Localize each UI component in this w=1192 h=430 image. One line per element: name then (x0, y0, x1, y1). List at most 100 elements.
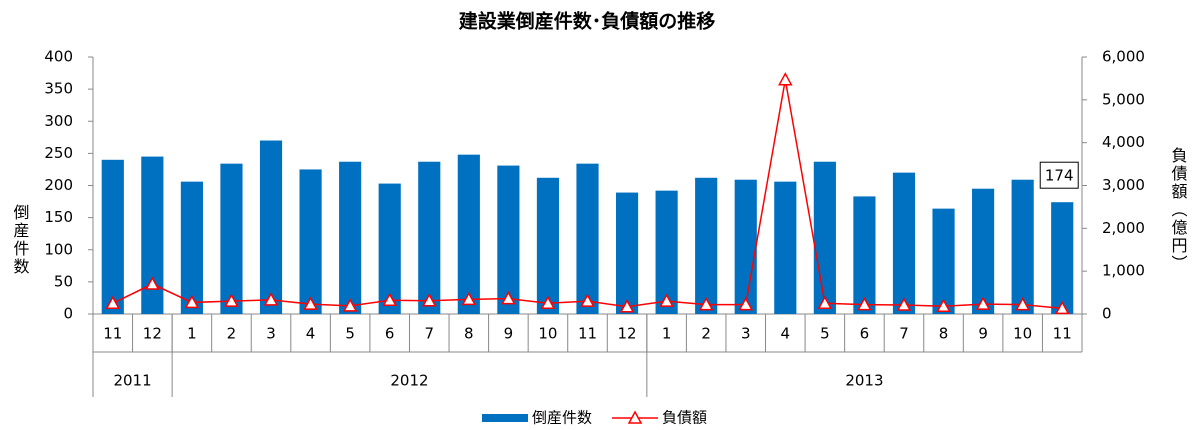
legend-label: 倒産件数 (532, 409, 592, 427)
bar (180, 181, 203, 314)
y-axis-label: 倒産件数 (11, 204, 30, 276)
x-tick-label: 9 (504, 325, 514, 343)
legend-marker (627, 410, 643, 424)
bar (457, 154, 480, 314)
line-marker (184, 294, 200, 309)
x-tick-label: 6 (860, 325, 870, 343)
bar (655, 190, 678, 314)
x-tick-label: 6 (385, 325, 395, 343)
y-tick-label: 150 (44, 208, 73, 226)
bar (932, 208, 955, 314)
x-tick-label: 12 (143, 325, 162, 343)
y2-tick-label: 3,000 (1102, 176, 1145, 194)
line-marker (936, 298, 951, 313)
bar (259, 140, 283, 314)
y-tick-label: 300 (44, 112, 73, 130)
y-tick-label: 0 (63, 305, 73, 323)
line-marker (145, 276, 160, 290)
bar (774, 181, 797, 314)
line-marker (382, 292, 397, 307)
y-tick-label: 100 (44, 240, 73, 258)
line-marker (540, 295, 556, 310)
bar (892, 172, 916, 314)
bar (1051, 202, 1074, 314)
x-tick-label: 10 (1013, 325, 1032, 343)
line-marker (105, 295, 121, 310)
x-tick-label: 5 (345, 325, 355, 343)
bar (695, 177, 718, 314)
bar (813, 161, 836, 314)
bar (972, 188, 995, 314)
x-tick-label: 12 (618, 325, 637, 343)
x-tick-label: 2 (701, 325, 711, 343)
bar (220, 163, 243, 314)
y2-tick-label: 4,000 (1102, 133, 1145, 151)
legend-label: 負債額 (662, 409, 707, 427)
x-tick-label: 4 (306, 325, 316, 343)
line-marker (421, 293, 437, 307)
line-marker (659, 293, 674, 307)
bar (734, 179, 757, 314)
x-tick-label: 3 (741, 325, 751, 343)
y-tick-label: 50 (54, 272, 73, 290)
line-marker (698, 297, 714, 311)
bar (299, 169, 322, 314)
y2-tick-label: 5,000 (1102, 90, 1145, 108)
x-tick-label: 10 (538, 325, 557, 343)
x-tick-label: 2 (227, 325, 237, 343)
bar (101, 159, 124, 314)
line-marker (263, 292, 279, 306)
line-marker (303, 296, 318, 310)
x-tick-label: 7 (899, 325, 909, 343)
line-marker (896, 297, 912, 311)
chart-title: 建設業倒産件数･負債額の推移 (459, 10, 716, 33)
x-tick-label: 4 (781, 325, 791, 343)
bar (615, 192, 639, 314)
line-marker (738, 297, 754, 311)
x-tick-label: 1 (187, 325, 197, 343)
line-marker (975, 296, 991, 310)
y2-tick-label: 0 (1102, 305, 1112, 323)
line-marker (1015, 297, 1030, 311)
data-label-box (1039, 161, 1079, 189)
line-marker (1054, 300, 1070, 315)
line-marker (857, 297, 872, 311)
y2-tick-label: 2,000 (1102, 219, 1145, 237)
line-marker (778, 72, 793, 86)
x-group-label: 2012 (390, 372, 428, 390)
line-marker (580, 293, 595, 307)
line-marker (619, 299, 635, 313)
bar (853, 196, 876, 314)
bar (141, 156, 164, 314)
y2-tick-label: 6,000 (1102, 48, 1145, 66)
bar (1011, 179, 1034, 314)
bar (378, 183, 401, 314)
bar (418, 161, 441, 314)
x-tick-label: 9 (978, 325, 988, 343)
x-tick-label: 8 (939, 325, 949, 343)
bar (536, 177, 560, 314)
line-marker (342, 298, 358, 312)
line-marker (461, 291, 477, 306)
line-marker (224, 293, 239, 307)
y2-axis-label: 負債額（億円） (1169, 147, 1188, 273)
x-tick-label: 8 (464, 325, 474, 343)
y-tick-label: 350 (44, 80, 73, 98)
bar (576, 163, 599, 314)
data-label: 174 (1045, 167, 1074, 185)
y2-tick-label: 1,000 (1102, 262, 1145, 280)
x-tick-label: 11 (1053, 325, 1072, 343)
x-tick-label: 11 (578, 325, 597, 343)
legend-swatch (482, 414, 528, 422)
line-marker (501, 291, 516, 305)
x-tick-label: 5 (820, 325, 830, 343)
y-tick-label: 400 (44, 48, 73, 66)
x-tick-label: 7 (424, 325, 434, 343)
x-tick-label: 1 (662, 325, 672, 343)
x-tick-label: 11 (103, 325, 122, 343)
x-group-label: 2011 (113, 372, 151, 390)
y-tick-label: 250 (44, 144, 73, 162)
x-tick-label: 3 (266, 325, 276, 343)
x-group-label: 2013 (845, 372, 883, 390)
